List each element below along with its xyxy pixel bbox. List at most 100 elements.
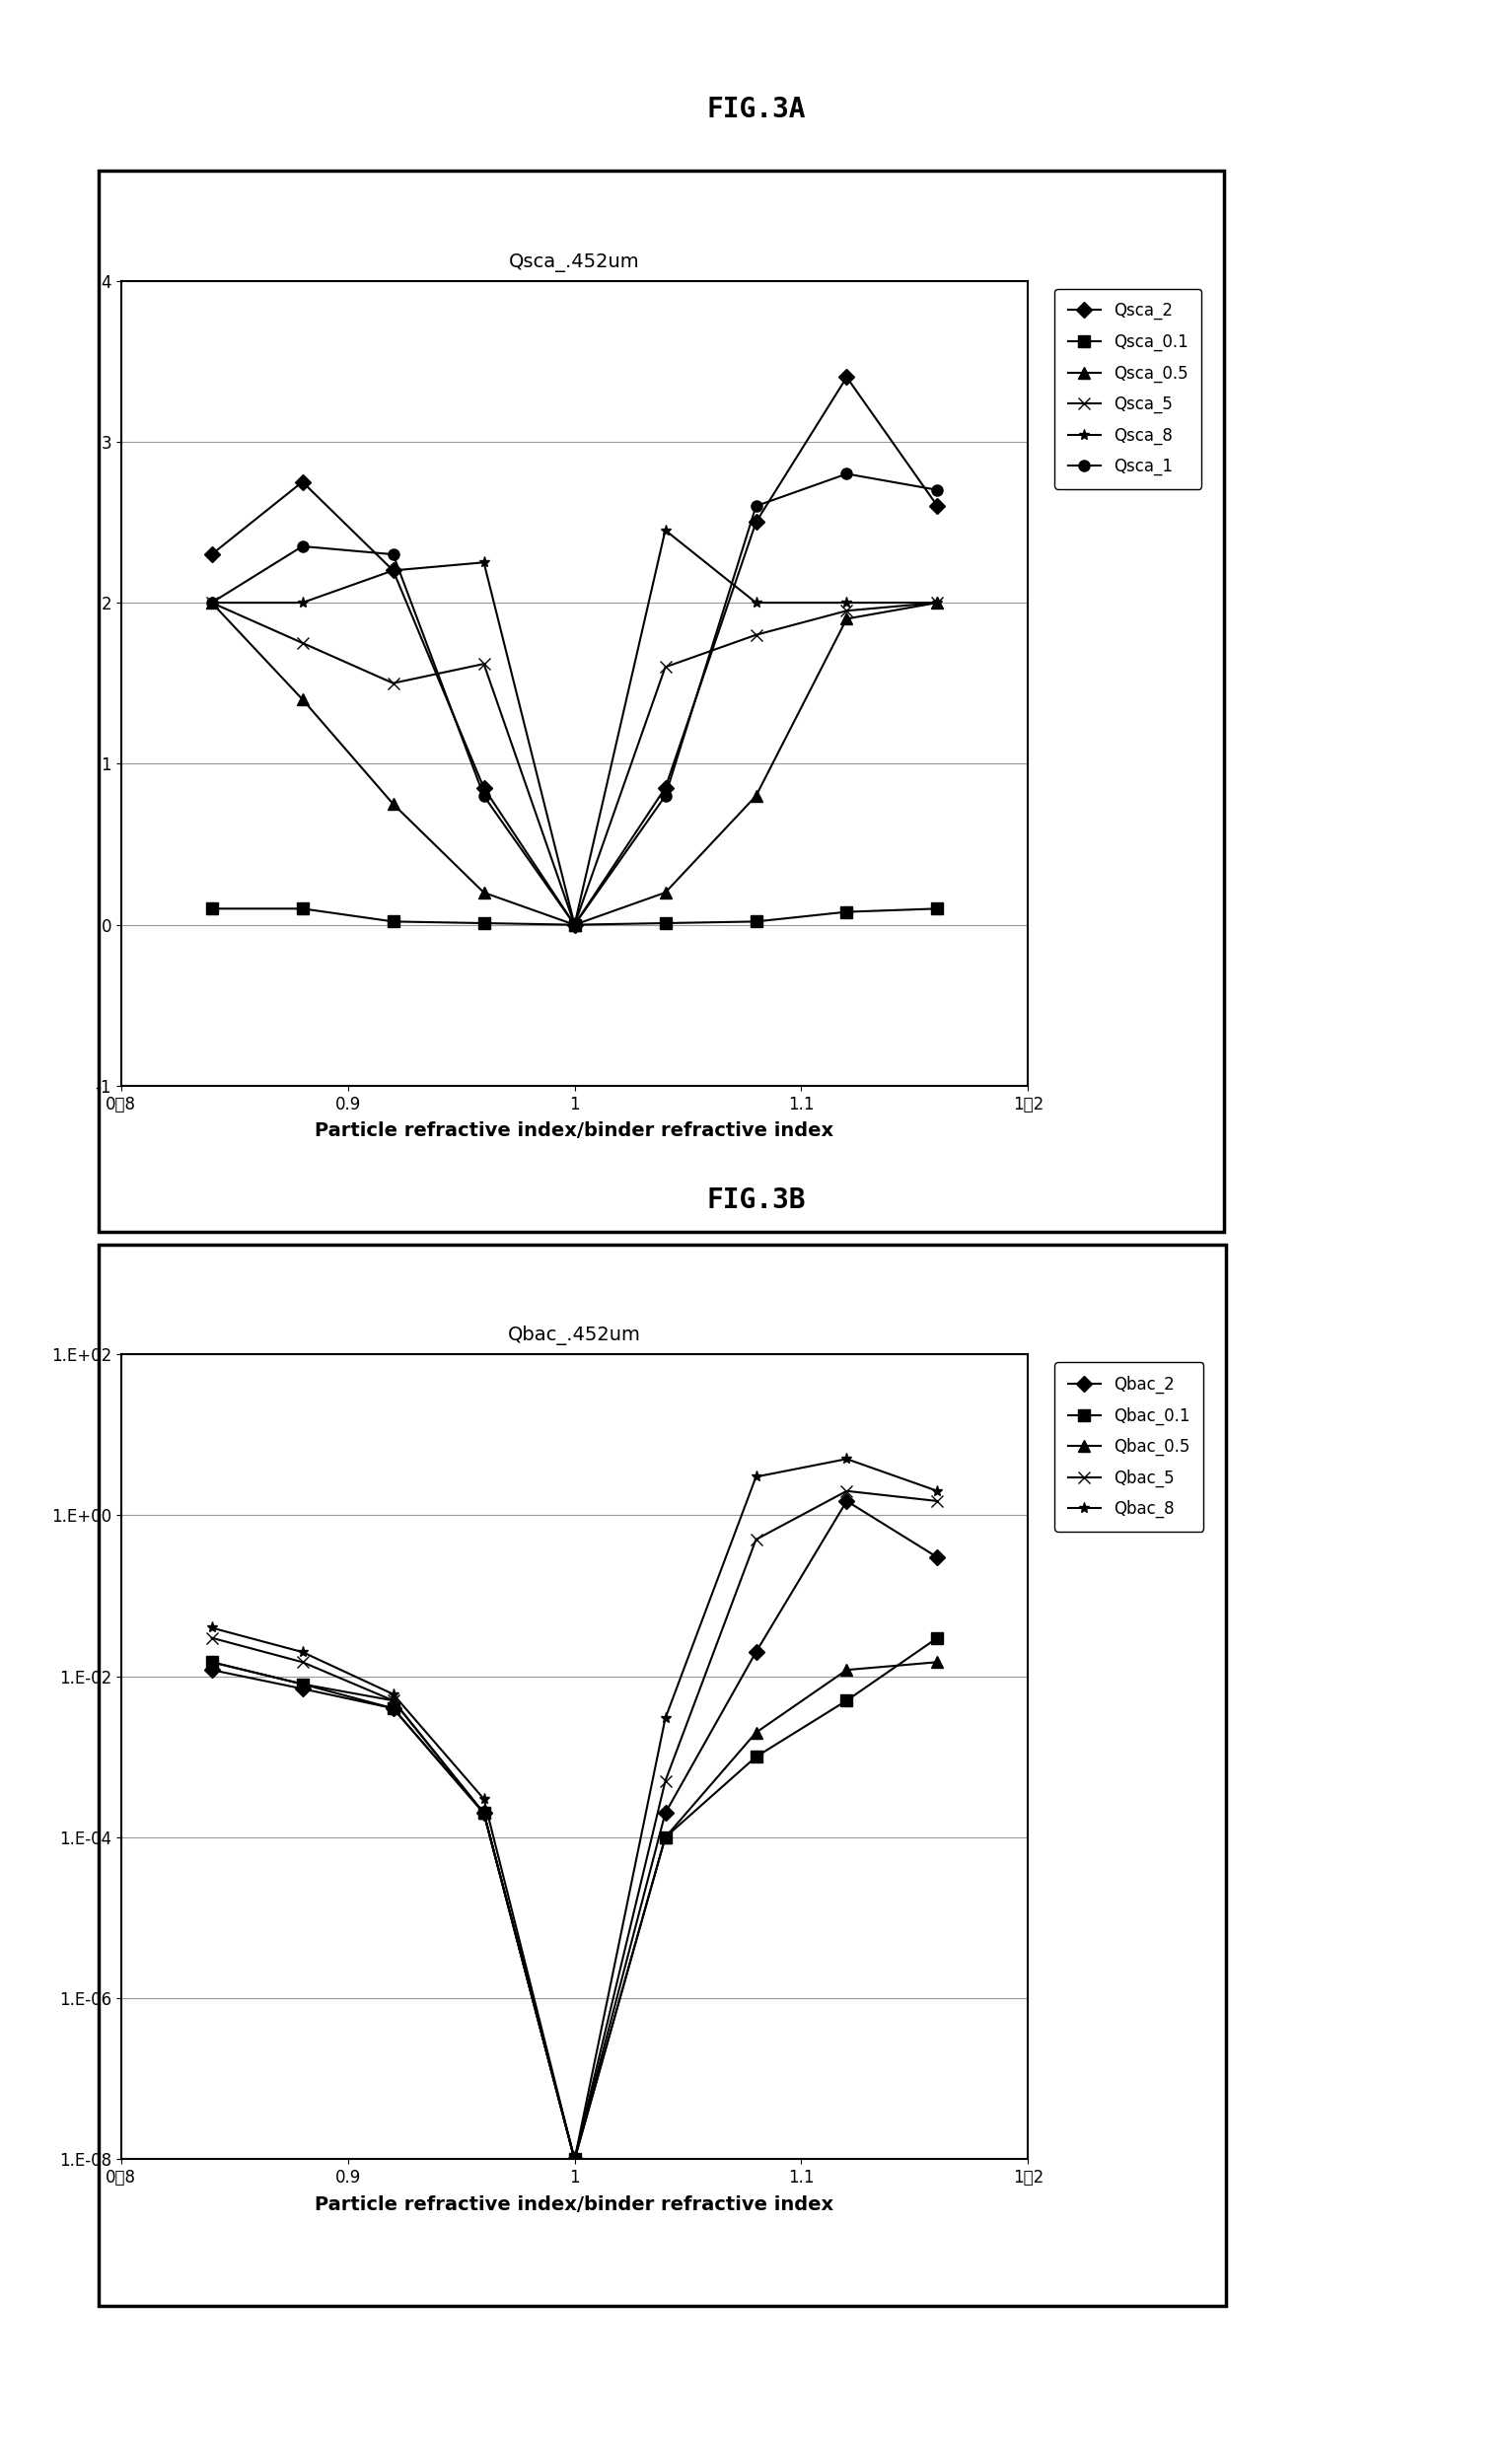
Title: Qsca_.452um: Qsca_.452um	[510, 254, 640, 271]
Qsca_5	[565, 910, 584, 939]
Line: Qbac_8: Qbac_8	[206, 1454, 943, 2164]
Qsca_5	[384, 669, 402, 698]
Qbac_5	[203, 1623, 221, 1652]
Line: Qsca_0.5: Qsca_0.5	[206, 598, 943, 930]
Qbac_8	[928, 1476, 947, 1505]
Qsca_2	[293, 468, 311, 498]
Qbac_0.1	[928, 1623, 947, 1652]
Line: Qbac_5: Qbac_5	[206, 1486, 943, 2164]
Line: Qsca_5: Qsca_5	[206, 598, 943, 930]
Qsca_0.5	[928, 588, 947, 617]
Qsca_1	[747, 490, 765, 520]
Qsca_0.5	[203, 588, 221, 617]
Qsca_0.1	[384, 908, 402, 937]
Qbac_0.1	[656, 1823, 674, 1852]
Qbac_2	[475, 1798, 493, 1828]
Qbac_5	[384, 1686, 402, 1715]
Qsca_8	[203, 588, 221, 617]
Qsca_0.1	[475, 908, 493, 937]
Qbac_2	[565, 2145, 584, 2174]
Qsca_0.1	[565, 910, 584, 939]
Qsca_5	[838, 595, 856, 625]
Qbac_8	[293, 1637, 311, 1667]
Qsca_1	[293, 532, 311, 561]
Qbac_0.5	[203, 1647, 221, 1676]
Qsca_2	[203, 539, 221, 569]
Qbac_0.5	[928, 1647, 947, 1676]
Qsca_2	[838, 364, 856, 393]
Qsca_8	[475, 547, 493, 576]
Qsca_1	[565, 910, 584, 939]
Qbac_0.5	[656, 1823, 674, 1852]
Qsca_5	[475, 649, 493, 678]
Qsca_0.5	[475, 878, 493, 908]
Qsca_5	[203, 588, 221, 617]
Qsca_8	[565, 910, 584, 939]
Qbac_2	[928, 1542, 947, 1571]
Qbac_2	[203, 1654, 221, 1684]
Qsca_0.5	[565, 910, 584, 939]
Qsca_1	[656, 781, 674, 810]
Qsca_8	[928, 588, 947, 617]
Qbac_5	[656, 1767, 674, 1796]
Qbac_8	[475, 1784, 493, 1813]
Qbac_0.5	[747, 1718, 765, 1747]
Qsca_5	[293, 627, 311, 656]
Qsca_2	[384, 556, 402, 586]
Qsca_1	[384, 539, 402, 569]
Qbac_2	[838, 1486, 856, 1515]
Qbac_2	[656, 1798, 674, 1828]
Qsca_5	[928, 588, 947, 617]
Line: Qbac_0.5: Qbac_0.5	[206, 1657, 943, 2164]
Qsca_0.1	[293, 893, 311, 922]
Qsca_8	[747, 588, 765, 617]
Legend: Qbac_2, Qbac_0.1, Qbac_0.5, Qbac_5, Qbac_8: Qbac_2, Qbac_0.1, Qbac_0.5, Qbac_5, Qbac…	[1054, 1362, 1204, 1532]
Qbac_5	[928, 1486, 947, 1515]
Qbac_2	[384, 1693, 402, 1723]
X-axis label: Particle refractive index/binder refractive index: Particle refractive index/binder refract…	[314, 2196, 835, 2213]
Text: FIG.3A: FIG.3A	[706, 95, 806, 124]
Qbac_0.5	[565, 2145, 584, 2174]
Qsca_0.5	[293, 686, 311, 715]
Qbac_5	[475, 1798, 493, 1828]
Qbac_0.5	[384, 1686, 402, 1715]
Qbac_0.1	[475, 1798, 493, 1828]
Legend: Qsca_2, Qsca_0.1, Qsca_0.5, Qsca_5, Qsca_8, Qsca_1: Qsca_2, Qsca_0.1, Qsca_0.5, Qsca_5, Qsca…	[1054, 288, 1202, 488]
Qbac_0.1	[747, 1742, 765, 1771]
Qbac_0.1	[384, 1693, 402, 1723]
Qsca_2	[565, 910, 584, 939]
Qbac_0.1	[565, 2145, 584, 2174]
Qbac_5	[293, 1647, 311, 1676]
Line: Qsca_0.1: Qsca_0.1	[206, 903, 943, 930]
Qsca_8	[293, 588, 311, 617]
Qbac_5	[838, 1476, 856, 1505]
Qbac_5	[747, 1525, 765, 1554]
Qbac_0.1	[838, 1686, 856, 1715]
Qbac_0.1	[203, 1647, 221, 1676]
Qbac_8	[203, 1613, 221, 1642]
Qsca_2	[656, 773, 674, 803]
Qbac_0.5	[293, 1669, 311, 1698]
Qbac_8	[747, 1462, 765, 1491]
Qsca_2	[747, 508, 765, 537]
Line: Qsca_2: Qsca_2	[206, 371, 943, 930]
Qbac_8	[384, 1679, 402, 1708]
Qsca_1	[203, 588, 221, 617]
Qsca_0.1	[928, 893, 947, 922]
Qbac_8	[656, 1703, 674, 1732]
Qbac_0.1	[293, 1669, 311, 1698]
Qsca_1	[928, 476, 947, 505]
Qbac_0.5	[838, 1654, 856, 1684]
Qsca_0.5	[656, 878, 674, 908]
Title: Qbac_.452um: Qbac_.452um	[508, 1325, 641, 1344]
Qsca_2	[475, 773, 493, 803]
Qsca_0.5	[747, 781, 765, 810]
Qsca_0.1	[203, 893, 221, 922]
Line: Qbac_2: Qbac_2	[206, 1496, 943, 2164]
Qbac_8	[565, 2145, 584, 2174]
Qsca_1	[838, 459, 856, 488]
Qsca_5	[747, 620, 765, 649]
Qsca_0.5	[838, 605, 856, 634]
Qbac_0.5	[475, 1798, 493, 1828]
Qsca_8	[838, 588, 856, 617]
